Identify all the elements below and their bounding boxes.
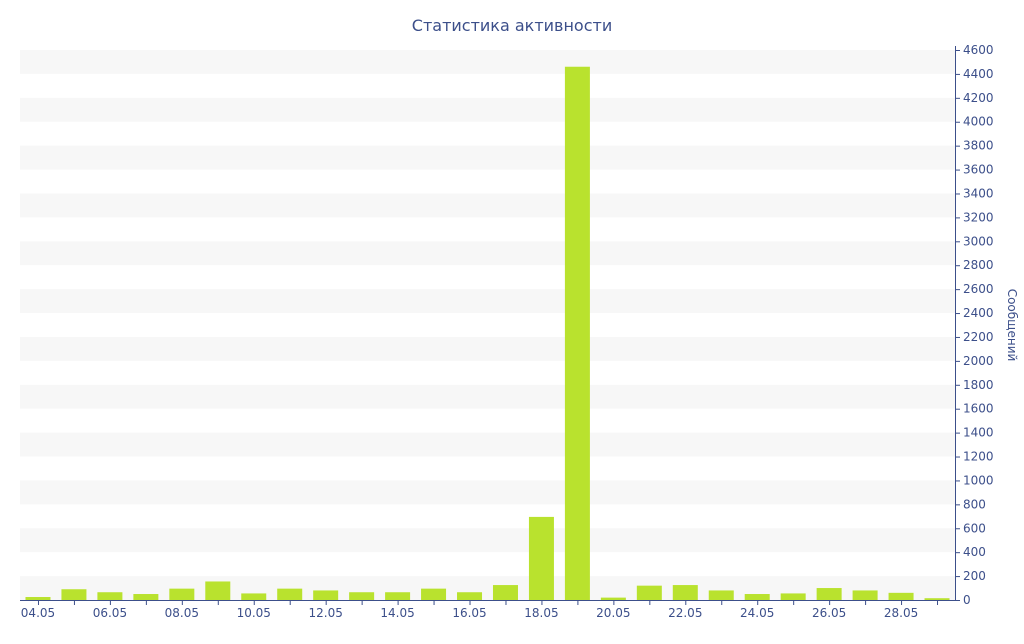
x-tick-label: 26.05 — [812, 606, 846, 620]
bar — [313, 590, 339, 600]
bar — [421, 588, 447, 600]
grid-band — [20, 289, 955, 314]
bar — [97, 592, 123, 600]
bar — [492, 585, 518, 600]
x-tick-label: 18.05 — [524, 606, 558, 620]
grid-band — [20, 336, 955, 361]
grid-band — [20, 145, 955, 170]
x-tick-label: 28.05 — [884, 606, 918, 620]
x-tick-label: 06.05 — [93, 606, 127, 620]
bar — [672, 585, 698, 600]
grid-band — [20, 193, 955, 218]
bar — [241, 593, 267, 600]
y-tick-label: 800 — [963, 497, 986, 511]
y-tick-label: 2200 — [963, 330, 994, 344]
grid-band — [20, 528, 955, 553]
y-tick-label: 4200 — [963, 91, 994, 105]
y-tick-label: 2400 — [963, 306, 994, 320]
y-tick-label: 1200 — [963, 450, 994, 464]
grid-band — [20, 576, 955, 600]
grid-band — [20, 50, 955, 74]
x-tick-label: 04.05 — [21, 606, 55, 620]
bar — [528, 516, 554, 600]
y-tick-label: 600 — [963, 521, 986, 535]
bar — [744, 594, 770, 600]
x-tick-label: 10.05 — [237, 606, 271, 620]
y-axis-title: Сообщений — [1005, 289, 1019, 362]
y-tick-label: 3800 — [963, 139, 994, 153]
x-tick-label: 22.05 — [668, 606, 702, 620]
grid-bands — [20, 50, 955, 600]
bar — [133, 594, 159, 600]
x-tick-label: 24.05 — [740, 606, 774, 620]
bar — [25, 597, 51, 600]
y-tick-label: 3600 — [963, 163, 994, 177]
bar — [636, 585, 662, 600]
y-tick-label: 2800 — [963, 258, 994, 272]
x-tick-label: 16.05 — [452, 606, 486, 620]
bar — [600, 597, 626, 600]
bar — [888, 592, 914, 600]
bars — [25, 66, 950, 600]
bar — [349, 592, 375, 600]
y-tick-label: 1600 — [963, 402, 994, 416]
y-tick-label: 1800 — [963, 378, 994, 392]
grid-band — [20, 432, 955, 457]
chart-title: Статистика активности — [412, 16, 612, 35]
y-tick-label: 2600 — [963, 282, 994, 296]
bar — [457, 592, 483, 600]
y-tick-label: 4000 — [963, 115, 994, 129]
x-axis-ticks: 04.05 06.05 08.05 10.05 12.05 14.05 16.05 18.05… — [21, 600, 939, 620]
bar — [205, 581, 231, 600]
y-tick-label: 1000 — [963, 473, 994, 487]
y-tick-label: 2000 — [963, 354, 994, 368]
bar — [708, 590, 734, 600]
x-tick-label: 20.05 — [596, 606, 630, 620]
y-tick-label: 200 — [963, 569, 986, 583]
y-axis-ticks: 0 200 400 600 800 1000 1200 1400 1600 1800 2000 220… — [955, 43, 994, 607]
bar — [780, 593, 806, 600]
bar — [816, 588, 842, 600]
bar — [924, 598, 950, 600]
grid-band — [20, 480, 955, 505]
bar — [852, 590, 878, 600]
bar — [385, 592, 411, 600]
y-tick-label: 3200 — [963, 210, 994, 224]
bar — [61, 589, 87, 600]
y-tick-label: 1400 — [963, 426, 994, 440]
bar — [564, 66, 590, 600]
grid-band — [20, 241, 955, 266]
y-tick-label: 4400 — [963, 67, 994, 81]
axes — [20, 46, 956, 601]
grid-band — [20, 97, 955, 122]
grid-band — [20, 384, 955, 409]
bar — [169, 588, 195, 600]
x-tick-label: 14.05 — [380, 606, 414, 620]
y-tick-label: 3000 — [963, 234, 994, 248]
y-tick-label: 400 — [963, 545, 986, 559]
x-tick-label: 12.05 — [308, 606, 342, 620]
bar — [277, 588, 303, 600]
y-tick-label: 0 — [963, 593, 971, 607]
x-tick-label: 08.05 — [165, 606, 199, 620]
y-tick-label: 4600 — [963, 43, 994, 57]
y-tick-label: 3400 — [963, 186, 994, 200]
